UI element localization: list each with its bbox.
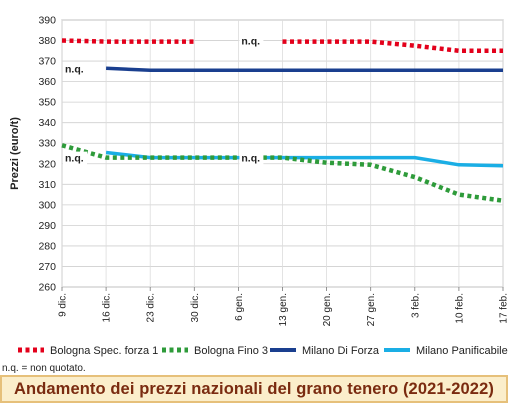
x-tick-label: 23 dic. [146, 293, 157, 322]
y-tick-label: 320 [38, 158, 56, 170]
x-tick-label: 30 dic. [190, 293, 201, 322]
annotation-bg [239, 34, 264, 48]
y-tick-label: 310 [38, 179, 56, 191]
x-tick-label: 6 gen. [234, 293, 245, 321]
y-tick-label: 370 [38, 56, 56, 68]
chart-title: Andamento dei prezzi nazionali del grano… [14, 379, 494, 398]
legend-label: Milano Di Forza [302, 345, 380, 357]
x-tick-label: 13 gen. [278, 293, 289, 326]
y-tick-label: 300 [38, 199, 56, 211]
footer-note: n.q. = non quotato. [2, 363, 86, 374]
annotation-nq: n.q. [65, 153, 84, 165]
x-tick-label: 20 gen. [322, 293, 333, 326]
y-tick-label: 280 [38, 240, 56, 252]
price-chart: 260 270 280 290 300 310 320 330 340 350 360 370 380 3… [9, 15, 510, 358]
y-tick-label: 330 [38, 138, 56, 150]
series-line-bologna-fino-3 [61, 143, 504, 203]
x-tick-label: 16 dic. [102, 293, 113, 322]
y-tick-label: 360 [38, 76, 56, 88]
legend-label: Bologna Fino 3 [194, 345, 268, 357]
y-tick-label: 390 [38, 15, 56, 27]
annotation-bg [63, 151, 87, 165]
legend-label: Milano Panificabile [416, 345, 508, 357]
annotation-bg [239, 151, 264, 165]
x-tick-label: 3 feb. [410, 293, 421, 318]
annotation-nq: n.q. [241, 36, 260, 48]
y-tick-label: 270 [38, 261, 56, 273]
annotation-nq: n.q. [65, 63, 84, 75]
y-tick-label: 350 [38, 97, 56, 109]
y-tick-label: 340 [38, 117, 56, 129]
x-tick-label: 17 feb. [499, 293, 510, 324]
series-line-milano-panificabile [105, 150, 504, 168]
x-tick-label: 27 gen. [366, 293, 377, 326]
x-tick-label: 9 dic. [58, 293, 69, 317]
series-line-milano-di-forza [106, 66, 503, 73]
annotation-nq: n.q. [241, 153, 260, 165]
y-tick-label: 380 [38, 35, 56, 47]
y-tick-label: 260 [38, 282, 56, 294]
y-axis-title: Prezzi (euro/t) [9, 117, 21, 190]
y-tick-label: 290 [38, 220, 56, 232]
annotation-bg [63, 62, 87, 76]
x-tick-label: 10 feb. [454, 293, 465, 324]
chart-title-bar: Andamento dei prezzi nazionali del grano… [0, 375, 508, 403]
legend-label: Bologna Spec. forza 1 [50, 345, 158, 357]
